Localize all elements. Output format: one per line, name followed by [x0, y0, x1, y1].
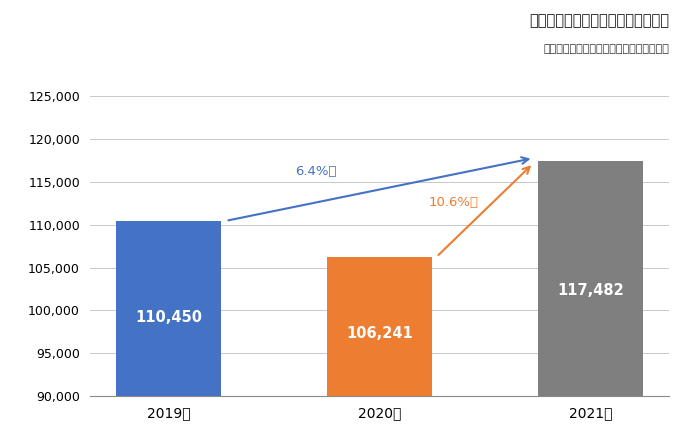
Bar: [538, 161, 643, 440]
Bar: [327, 257, 432, 440]
Bar: [116, 221, 221, 440]
Text: 建設技能工の平均有効求人数の比較: 建設技能工の平均有効求人数の比較: [529, 13, 669, 28]
Text: 117,482: 117,482: [557, 282, 624, 297]
Text: 10.6%増: 10.6%増: [428, 196, 478, 209]
Text: 106,241: 106,241: [346, 326, 413, 341]
Text: 110,450: 110,450: [135, 310, 202, 325]
Text: 6.4%増: 6.4%増: [295, 165, 337, 178]
Text: 厚生労働省「一般職業紹介状況」より作成: 厚生労働省「一般職業紹介状況」より作成: [544, 44, 669, 54]
